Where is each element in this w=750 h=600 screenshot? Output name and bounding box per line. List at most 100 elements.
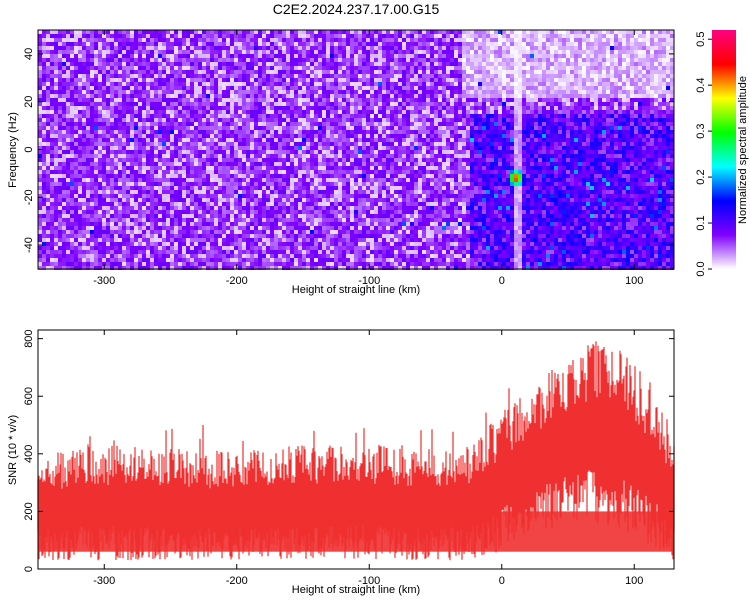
heatmap-cell <box>658 34 662 38</box>
heatmap-cell <box>118 126 122 130</box>
heatmap-cell <box>502 66 506 70</box>
heatmap-cell <box>542 30 546 34</box>
heatmap-cell <box>386 74 390 78</box>
heatmap-cell <box>470 150 474 154</box>
heatmap-cell <box>238 54 242 58</box>
heatmap-cell <box>54 70 58 74</box>
heatmap-cell <box>90 86 94 90</box>
heatmap-cell <box>542 114 546 118</box>
heatmap-cell <box>554 30 558 34</box>
heatmap-cell <box>566 74 570 78</box>
heatmap-cell <box>270 118 274 122</box>
heatmap-cell <box>418 138 422 142</box>
heatmap-cell <box>302 46 306 50</box>
heatmap-cell <box>262 38 266 42</box>
heatmap-cell <box>286 74 290 78</box>
heatmap-cell <box>278 110 282 114</box>
heatmap-cell <box>578 62 582 66</box>
heatmap-cell <box>198 126 202 130</box>
heatmap-cell <box>206 142 210 146</box>
heatmap-cell <box>242 98 246 102</box>
heatmap-cell <box>206 78 210 82</box>
heatmap-cell <box>378 118 382 122</box>
heatmap-cell <box>426 106 430 110</box>
heatmap-cell <box>586 106 590 110</box>
heatmap-cell <box>322 98 326 102</box>
heatmap-cell <box>406 42 410 46</box>
heatmap-cell <box>342 126 346 130</box>
heatmap-cell <box>622 42 626 46</box>
heatmap-cell <box>574 34 578 38</box>
heatmap-cell <box>634 102 638 106</box>
heatmap-cell <box>442 46 446 50</box>
heatmap-cell <box>102 122 106 126</box>
heatmap-cell <box>122 114 126 118</box>
heatmap-cell <box>430 102 434 106</box>
heatmap-cell <box>438 30 442 34</box>
heatmap-cell <box>538 86 542 90</box>
heatmap-cell <box>578 82 582 86</box>
heatmap-cell <box>66 154 70 158</box>
heatmap-cell <box>146 114 150 118</box>
heatmap-cell <box>530 94 534 98</box>
heatmap-cell <box>306 50 310 54</box>
heatmap-cell <box>402 70 406 74</box>
heatmap-cell <box>62 150 66 154</box>
heatmap-cell <box>282 114 286 118</box>
heatmap-cell <box>54 122 58 126</box>
heatmap-cell <box>434 42 438 46</box>
heatmap-cell <box>402 86 406 90</box>
heatmap-cell <box>602 94 606 98</box>
heatmap-cell <box>118 106 122 110</box>
heatmap-cell <box>502 62 506 66</box>
heatmap-cell <box>398 62 402 66</box>
heatmap-cell <box>142 150 146 154</box>
heatmap-cell <box>314 78 318 82</box>
heatmap-cell <box>226 46 230 50</box>
heatmap-cell <box>394 110 398 114</box>
heatmap-cell <box>270 38 274 42</box>
heatmap-cell <box>226 114 230 118</box>
heatmap-cell <box>474 134 478 138</box>
heatmap-cell <box>586 126 590 130</box>
heatmap-cell <box>426 66 430 70</box>
heatmap-cell <box>374 98 378 102</box>
heatmap-cell <box>470 70 474 74</box>
heatmap-cell <box>506 146 510 150</box>
heatmap-cell <box>118 46 122 50</box>
heatmap-cell <box>346 122 350 126</box>
heatmap-cell <box>338 78 342 82</box>
heatmap-cell <box>250 38 254 42</box>
heatmap-cell <box>46 50 50 54</box>
heatmap-cell <box>546 86 550 90</box>
heatmap-cell <box>106 58 110 62</box>
heatmap-cell <box>534 110 538 114</box>
heatmap-cell <box>202 78 206 82</box>
heatmap-cell <box>270 70 274 74</box>
heatmap-cell <box>586 38 590 42</box>
heatmap-cell <box>230 110 234 114</box>
heatmap-cell <box>306 126 310 130</box>
heatmap-cell <box>602 70 606 74</box>
heatmap-cell <box>666 82 670 86</box>
heatmap-cell <box>194 154 198 158</box>
heatmap-cell <box>206 86 210 90</box>
heatmap-cell <box>162 130 166 134</box>
heatmap-cell <box>66 142 70 146</box>
heatmap-cell <box>610 126 614 130</box>
heatmap-cell <box>510 54 514 58</box>
heatmap-cell <box>570 42 574 46</box>
heatmap-cell <box>562 106 566 110</box>
heatmap-cell <box>194 82 198 86</box>
heatmap-cell <box>38 74 42 78</box>
heatmap-cell <box>86 122 90 126</box>
heatmap-cell <box>542 78 546 82</box>
heatmap-cell <box>122 82 126 86</box>
heatmap-cell <box>146 118 150 122</box>
heatmap-cell <box>510 90 514 94</box>
heatmap-cell <box>374 110 378 114</box>
heatmap-cell <box>322 38 326 42</box>
heatmap-cell <box>222 94 226 98</box>
heatmap-cell <box>170 130 174 134</box>
heatmap-cell <box>342 70 346 74</box>
